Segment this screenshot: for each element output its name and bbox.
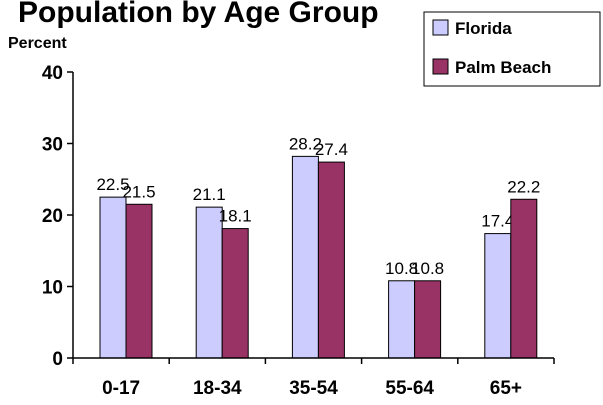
chart-title: Population by Age Group: [18, 0, 379, 29]
x-tick-label-65+: 65+: [490, 378, 522, 399]
legend-label-palm-beach: Palm Beach: [455, 58, 551, 77]
bar-palm-beach-35-54: [317, 161, 345, 359]
bar-palm-beach-65+: [510, 198, 538, 359]
x-tick-label-0-17: 0-17: [102, 378, 140, 399]
bar-palm-beach-0-17: [125, 203, 153, 359]
bar-florida-18-34: [195, 206, 223, 359]
y-tick-label-40: 40: [42, 63, 63, 84]
value-label-florida-35-54: 28.2: [289, 134, 322, 153]
value-label-florida-18-34: 21.1: [193, 185, 226, 204]
bar-palm-beach-18-34: [221, 228, 249, 359]
x-tick-label-35-54: 35-54: [289, 378, 338, 399]
bar-florida-65+: [484, 233, 512, 359]
value-label-palm-beach-35-54: 27.4: [315, 140, 348, 159]
x-tick-label-18-34: 18-34: [193, 378, 242, 399]
legend-frame: [423, 11, 601, 87]
bar-palm-beach-55-64: [414, 280, 442, 359]
legend-label-florida: Florida: [455, 19, 512, 38]
value-label-florida-0-17: 22.5: [96, 175, 129, 194]
value-label-palm-beach-18-34: 18.1: [219, 207, 252, 226]
legend-swatch-palm-beach: [432, 58, 449, 75]
y-tick-label-20: 20: [42, 206, 63, 227]
legend-swatch-florida: [432, 19, 449, 36]
y-tick-label-0: 0: [52, 349, 63, 370]
value-label-palm-beach-65+: 22.2: [507, 177, 540, 196]
x-tick-label-55-64: 55-64: [385, 378, 434, 399]
value-label-florida-65+: 17.4: [481, 212, 514, 231]
bar-florida-0-17: [99, 196, 127, 359]
bar-florida-35-54: [291, 155, 319, 359]
plot-area: 22.521.5 21.1 18.1 28.227.4 10.810.8 17.4 22.2…: [42, 63, 555, 399]
y-tick-label-30: 30: [42, 135, 63, 156]
bar-florida-55-64: [388, 280, 416, 359]
y-tick-label-10: 10: [42, 278, 63, 299]
y-axis-label: Percent: [8, 35, 67, 52]
value-label-palm-beach-0-17: 21.5: [122, 182, 155, 201]
legend: Florida Palm Beach: [423, 11, 601, 87]
value-label-florida-55-64: 10.8: [385, 259, 418, 278]
value-label-palm-beach-55-64: 10.8: [411, 259, 444, 278]
